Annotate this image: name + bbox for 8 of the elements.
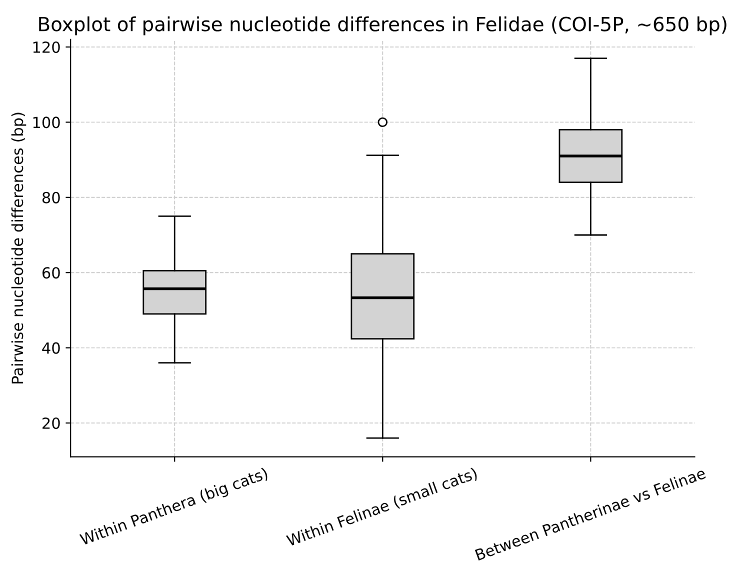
y-tick-label: 80: [42, 192, 60, 204]
chart-title: Boxplot of pairwise nucleotide differences in Felidae (COI-5P, ~650 bp): [39, 16, 726, 36]
y-tick-label: 120: [33, 41, 60, 54]
y-tick-label: 60: [42, 267, 60, 279]
y-tick-label: 40: [42, 342, 60, 354]
y-tick-label: 100: [33, 116, 60, 128]
y-tick-label: 20: [42, 417, 60, 430]
y-axis-title: Pairwise nucleotide differences (bp): [11, 112, 26, 384]
